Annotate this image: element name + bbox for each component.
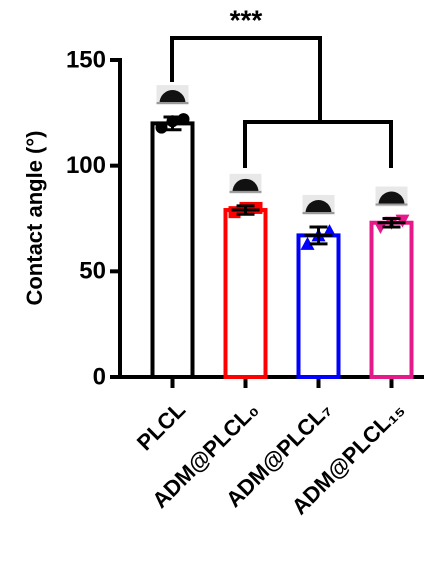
bracket — [245, 122, 391, 168]
bar — [299, 235, 339, 377]
page: {"chart_data": {"type": "bar", "y_label"… — [0, 0, 439, 566]
x-tick-label: PLCL — [132, 397, 190, 455]
significance-brackets — [172, 38, 391, 168]
data-point — [251, 202, 263, 214]
bar — [226, 210, 266, 377]
y-tick-label: 100 — [66, 152, 106, 179]
y-axis-label: Contact angle (°) — [22, 130, 47, 305]
bar — [372, 223, 412, 377]
bar — [153, 123, 193, 377]
y-tick-label: 50 — [79, 258, 106, 285]
chart: Contact angle (°) *** 050100150PLCLADM@P… — [0, 0, 439, 566]
y-tick-label: 0 — [93, 363, 106, 390]
bracket — [172, 38, 320, 122]
y-tick-label: 150 — [66, 46, 106, 73]
significance-label: *** — [230, 4, 263, 35]
data-point — [229, 206, 241, 218]
